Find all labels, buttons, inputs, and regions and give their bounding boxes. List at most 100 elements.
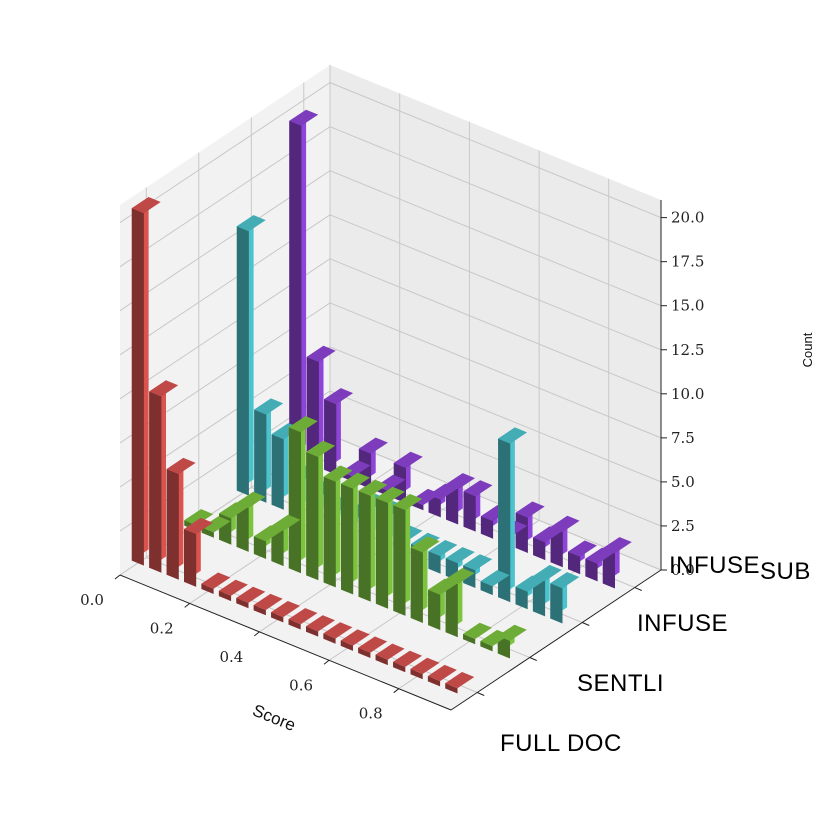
- bar-top-face: [324, 388, 354, 405]
- bar-front-face: [463, 491, 476, 532]
- bar: [306, 440, 336, 581]
- bar-front-face: [445, 683, 458, 694]
- bar-top-face: [201, 572, 231, 589]
- bar-front-face: [427, 676, 441, 687]
- bar-top-face: [131, 197, 161, 214]
- bar-front-face: [341, 483, 354, 595]
- bar: [515, 575, 545, 610]
- bar-front-face: [480, 516, 494, 539]
- bar-front-face: [358, 491, 371, 602]
- bar-front-face: [445, 579, 458, 638]
- bar: [463, 480, 493, 532]
- bar-top-face: [341, 472, 370, 489]
- z-tick-label: 10.0: [671, 385, 704, 403]
- bar-top-face: [306, 615, 335, 632]
- bar: [532, 565, 562, 617]
- bar: [393, 650, 423, 673]
- bar-top-face: [393, 451, 423, 468]
- bar-top-face: [253, 525, 283, 542]
- z-tick-label: 2.5: [671, 517, 695, 535]
- bar-front-face: [375, 654, 388, 666]
- z-tick-label: 20.0: [671, 209, 704, 227]
- bar: [568, 540, 597, 575]
- bar: [446, 473, 475, 525]
- bar-top-face: [375, 486, 405, 503]
- bar: [550, 572, 580, 624]
- bar-front-face: [184, 529, 197, 587]
- bar-top-face: [358, 437, 388, 454]
- z-tick-label: 15.0: [671, 297, 704, 315]
- bar-top-face: [498, 427, 528, 444]
- x-axis-label: Score: [250, 701, 298, 735]
- bar-front-face: [306, 452, 319, 581]
- bar-top-face: [427, 664, 457, 682]
- bar-top-face: [289, 109, 319, 126]
- bar: [393, 494, 423, 616]
- bar: [375, 486, 405, 609]
- z-tick-label: 17.5: [671, 253, 704, 271]
- bar-front-face: [428, 551, 441, 574]
- bar-front-face: [201, 527, 214, 538]
- series-label-infuse: INFUSE: [637, 610, 728, 637]
- bar-front-face: [393, 661, 406, 673]
- bar: [375, 643, 405, 666]
- bar-front-face: [271, 525, 284, 567]
- x-tick-mark: [323, 659, 330, 665]
- bar-top-face: [393, 650, 423, 667]
- depth-tick-mark: [634, 587, 642, 591]
- z-tick-label: 7.5: [671, 429, 695, 447]
- bar-top-face: [253, 593, 283, 610]
- bar-front-face: [515, 586, 528, 610]
- bar-front-face: [498, 438, 511, 603]
- bar-top-face: [236, 586, 266, 603]
- depth-tick-mark: [582, 622, 590, 626]
- bar-front-face: [323, 633, 336, 644]
- bar-top-face: [236, 491, 266, 508]
- bar-top-face: [149, 380, 179, 397]
- bar-top-face: [166, 457, 196, 475]
- bars: [131, 109, 632, 694]
- bar-top-face: [446, 473, 475, 490]
- bar: [445, 672, 475, 694]
- bar-top-face: [480, 629, 510, 647]
- z-axis-label: Count: [800, 332, 815, 367]
- bar-top-face: [445, 547, 475, 564]
- x-tick-mark: [184, 603, 190, 608]
- bar-front-face: [480, 641, 493, 652]
- bar: [236, 586, 266, 609]
- bar: [585, 547, 615, 582]
- bar: [410, 536, 440, 623]
- bar-top-face: [184, 517, 213, 534]
- bar-front-face: [166, 469, 179, 580]
- bar-top-face: [602, 537, 632, 554]
- bar: [253, 593, 283, 616]
- z-tick-label: 12.5: [671, 341, 704, 359]
- bar: [184, 517, 213, 587]
- series-label-infuse-sub: INFUSESUB: [669, 552, 811, 585]
- bar: [289, 109, 319, 461]
- bar: [253, 525, 283, 559]
- bar-top-face: [532, 565, 562, 582]
- z-tick-label: 0.0: [671, 561, 695, 579]
- x-tick-label: 0.6: [289, 676, 313, 694]
- bar: [602, 537, 632, 589]
- bar-top-face: [410, 536, 440, 553]
- bar: [323, 622, 353, 644]
- bar-top-face: [463, 622, 492, 639]
- bar-top-face: [201, 516, 231, 533]
- bar-top-face: [323, 465, 353, 482]
- bar-top-face: [271, 514, 301, 531]
- bar-top-face: [445, 568, 475, 585]
- bar: [236, 215, 266, 496]
- bar-front-face: [340, 640, 353, 651]
- depth-tick-mark: [477, 692, 485, 696]
- bar: [271, 423, 301, 510]
- bar-front-face: [288, 427, 301, 574]
- x-tick-label: 0.2: [150, 619, 174, 637]
- bar: [323, 465, 353, 588]
- x-tick-label: 0.0: [80, 591, 104, 609]
- bar-front-face: [463, 634, 476, 645]
- bar-front-face: [149, 391, 162, 573]
- series-label-infuse-sub-main: INFUSE: [669, 552, 760, 579]
